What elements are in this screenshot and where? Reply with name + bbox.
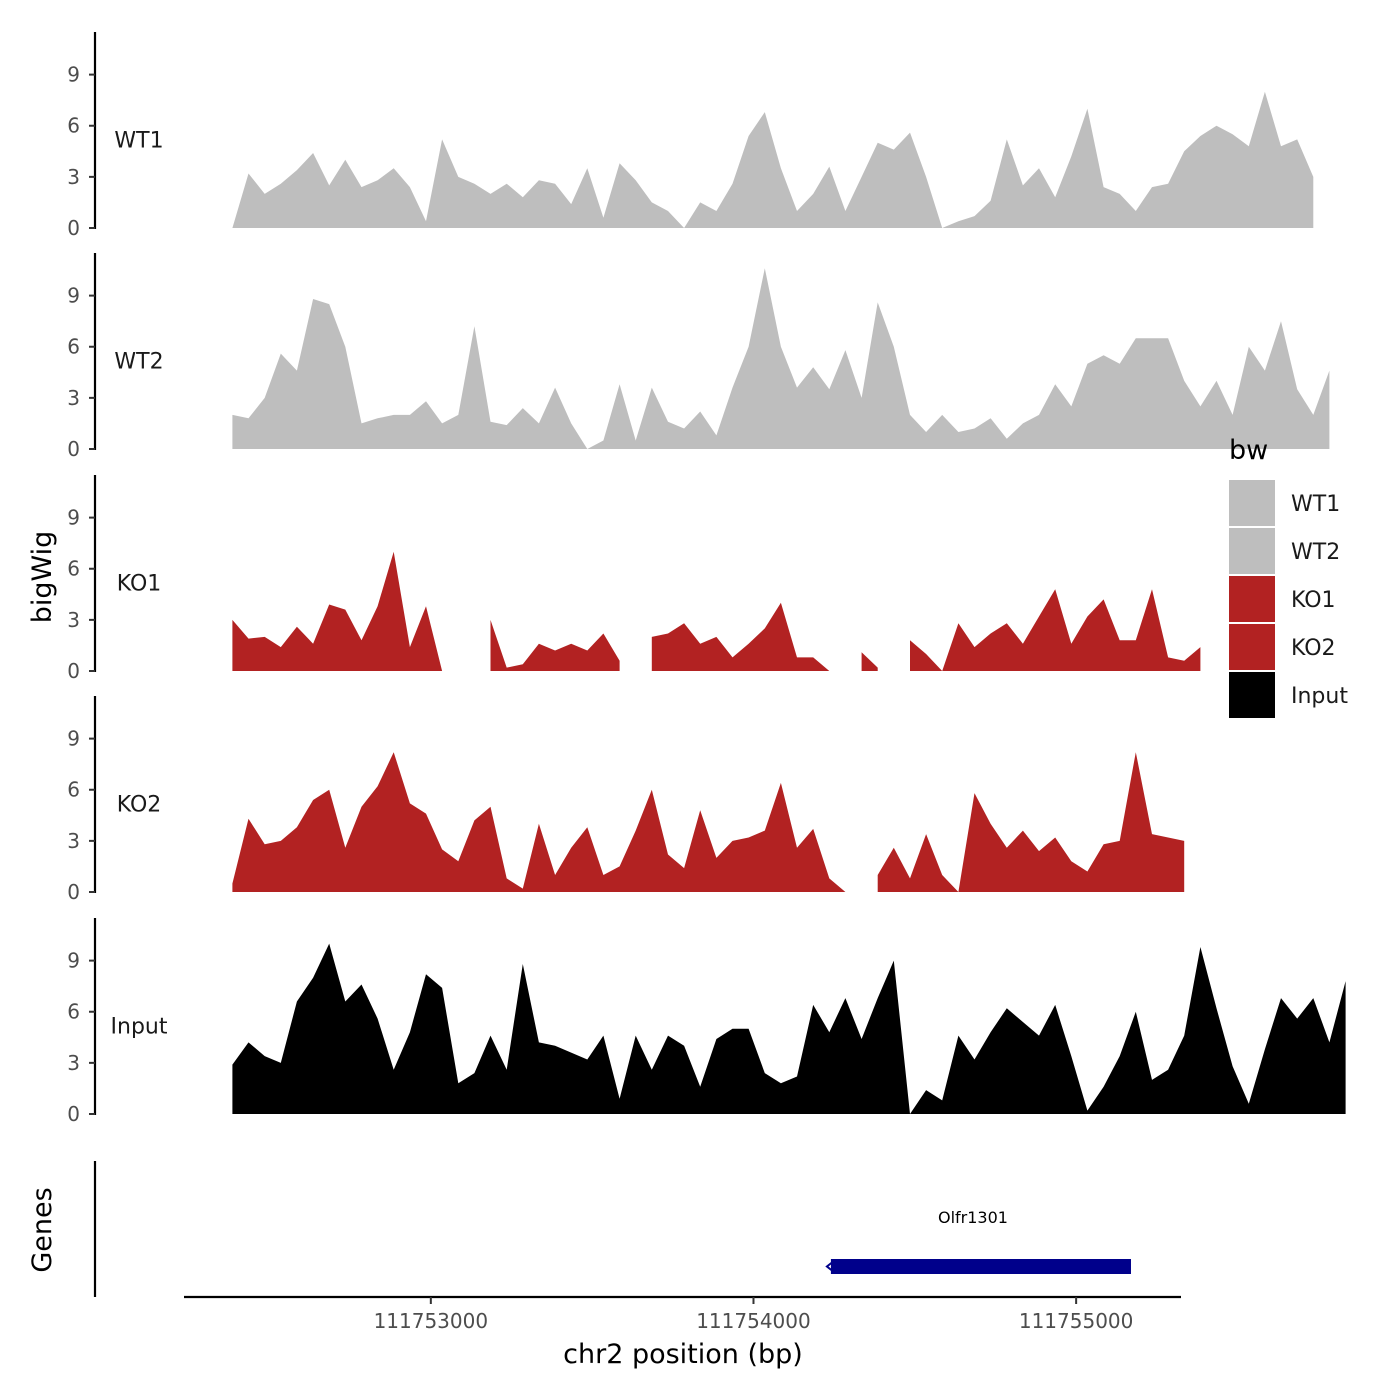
- signal-area: [232, 943, 1346, 1114]
- y-tick-label: 6: [67, 335, 80, 359]
- legend-label: WT1: [1291, 492, 1340, 517]
- y-tick-label: 3: [67, 608, 80, 632]
- y-axis-title: bigWig: [27, 531, 58, 624]
- y-tick-label: 3: [67, 1051, 80, 1075]
- legend-label: KO2: [1291, 636, 1336, 661]
- x-axis: 111753000 111754000 111755000: [184, 1295, 1181, 1333]
- y-tick-label: 9: [67, 727, 80, 751]
- track-label: WT2: [114, 349, 163, 374]
- x-tick-label: 111755000: [1019, 1309, 1134, 1333]
- y-tick-label: 3: [67, 386, 80, 410]
- gene-body: [830, 1259, 1131, 1274]
- track-input: 0 3 6 9 Input: [67, 918, 1346, 1126]
- y-tick-label: 6: [67, 1000, 80, 1024]
- track-label: WT1: [114, 128, 163, 153]
- signal-area: [232, 752, 846, 892]
- y-tick-label: 6: [67, 557, 80, 581]
- legend-key-input: [1229, 672, 1275, 718]
- signal-area: [651, 602, 830, 671]
- signal-area: [232, 91, 1314, 228]
- y-tick-label: 0: [67, 1102, 80, 1126]
- signal-area: [877, 752, 1185, 892]
- y-tick-label: 9: [67, 284, 80, 308]
- signal-area: [490, 619, 620, 671]
- genes-panel: Olfr1301: [93, 1161, 1131, 1297]
- signal-area: [232, 551, 443, 671]
- y-tick-label: 0: [67, 216, 80, 240]
- track-label: KO1: [117, 571, 162, 596]
- x-tick-label: 111753000: [374, 1309, 489, 1333]
- y-tick-label: 9: [67, 506, 80, 530]
- genes-axis-title: Genes: [27, 1187, 58, 1272]
- gene-label: Olfr1301: [938, 1208, 1008, 1227]
- x-tick-label: 111754000: [696, 1309, 811, 1333]
- legend-label: KO1: [1291, 588, 1336, 613]
- track-ko2: 0 3 6 9 KO2: [67, 696, 1185, 904]
- legend: bw WT1 WT2 KO1 KO2 Input: [1229, 435, 1348, 718]
- y-tick-label: 6: [67, 114, 80, 138]
- legend-key-wt1: [1229, 480, 1275, 526]
- y-tick-label: 6: [67, 778, 80, 802]
- track-label: Input: [111, 1014, 168, 1039]
- legend-key-ko2: [1229, 624, 1275, 670]
- signal-area: [232, 268, 1330, 449]
- y-tick-label: 0: [67, 880, 80, 904]
- y-tick-label: 9: [67, 63, 80, 87]
- legend-label: WT2: [1291, 540, 1340, 565]
- signal-area: [861, 652, 878, 671]
- track-ko1: 0 3 6 9 KO1: [67, 475, 1201, 683]
- x-axis-title: chr2 position (bp): [563, 1339, 803, 1370]
- y-tick-label: 3: [67, 829, 80, 853]
- gene-strand-arrow-icon: [825, 1260, 835, 1273]
- y-tick-label: 3: [67, 165, 80, 189]
- legend-title: bw: [1229, 435, 1268, 466]
- legend-key-wt2: [1229, 528, 1275, 574]
- legend-key-ko1: [1229, 576, 1275, 622]
- y-tick-label: 0: [67, 437, 80, 461]
- track-label: KO2: [117, 792, 162, 817]
- signal-tracks: 0 3 6 9 WT1 0 3 6 9 WT2 0 3 6 9 KO1 0 3 6 9 KO2 0 3 6 9 Input: [67, 32, 1346, 1126]
- signal-area: [910, 589, 1201, 671]
- y-tick-label: 0: [67, 659, 80, 683]
- legend-label: Input: [1291, 684, 1348, 709]
- y-tick-label: 9: [67, 949, 80, 973]
- track-wt1: 0 3 6 9 WT1: [67, 32, 1314, 240]
- track-wt2: 0 3 6 9 WT2: [67, 253, 1330, 461]
